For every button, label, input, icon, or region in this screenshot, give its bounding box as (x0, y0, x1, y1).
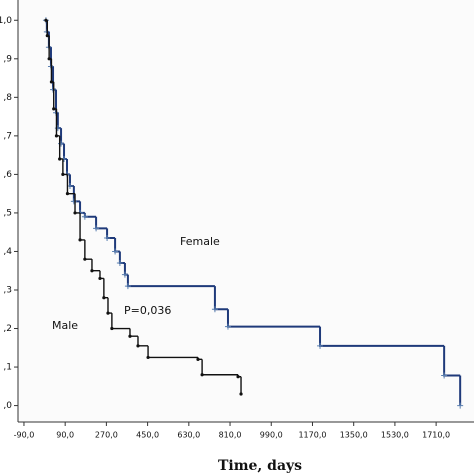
censor-dot (45, 34, 49, 38)
x-tick-label: 270,0 (95, 431, 118, 440)
p-value: P=0,036 (124, 304, 171, 317)
y-tick-label: 1,0 (0, 16, 12, 26)
y-tick-label: ,4 (3, 247, 12, 257)
x-tick-label: 1170,0 (298, 431, 326, 440)
censor-dot (47, 57, 51, 61)
censor-dot (110, 326, 114, 331)
censor-dot (52, 107, 56, 111)
x-tick-label: -90,0 (14, 431, 35, 440)
y-tick-label: ,0 (3, 401, 12, 411)
censor-dot (98, 276, 102, 281)
female-label: Female (180, 235, 220, 248)
censor-dot (83, 257, 87, 261)
y-tick-label: ,8 (3, 93, 12, 103)
censor-dot (146, 355, 150, 360)
y-tick-label: ,1 (3, 363, 12, 373)
censor-dot (65, 192, 70, 196)
censor-plus (70, 198, 77, 205)
censor-dot (106, 311, 110, 315)
censor-dot (49, 80, 54, 84)
censor-dot (54, 134, 59, 138)
y-tick-label: ,7 (3, 131, 12, 141)
y-tick-label: ,6 (3, 170, 12, 180)
censor-dot (102, 296, 106, 300)
censor-plus (104, 234, 111, 241)
censor-dot (200, 373, 204, 377)
censor-dot (73, 211, 77, 215)
censor-dot (236, 375, 240, 379)
censor-plus (124, 283, 131, 290)
censor-dot (136, 344, 140, 348)
censor-dot (61, 172, 65, 176)
censor-plus (112, 248, 119, 255)
censor-dot (90, 269, 94, 273)
y-tick-label: ,5 (3, 208, 12, 218)
censor-plus (317, 342, 324, 349)
x-tick-label: 1530,0 (381, 431, 409, 440)
x-tick-label: 990,0 (260, 431, 283, 440)
censor-plus (93, 225, 100, 232)
x-tick-label: 810,0 (219, 431, 242, 440)
x-tick-label: 1350,0 (340, 431, 368, 440)
censor-plus (441, 372, 448, 379)
censor-plus (224, 323, 231, 330)
plot-area (18, 0, 474, 422)
x-tick-label: 1710,0 (422, 431, 450, 440)
censor-plus (457, 402, 464, 409)
male-label: Male (52, 319, 78, 332)
censor-dot (239, 392, 243, 396)
censor-dot (58, 157, 62, 161)
censor-plus (81, 213, 88, 220)
x-tick-label: 630,0 (177, 431, 200, 440)
x-tick-label: 450,0 (136, 431, 159, 440)
censor-dot (78, 238, 82, 242)
y-tick-label: ,9 (3, 54, 12, 64)
x-axis-label: Time, days (218, 458, 302, 474)
x-tick-label: 90,0 (56, 431, 74, 440)
y-tick-label: ,3 (3, 285, 12, 295)
censor-dot (128, 334, 132, 338)
censor-dot (196, 357, 200, 361)
censor-plus (116, 260, 123, 267)
y-tick-label: ,2 (3, 324, 12, 334)
censor-plus (211, 306, 218, 313)
